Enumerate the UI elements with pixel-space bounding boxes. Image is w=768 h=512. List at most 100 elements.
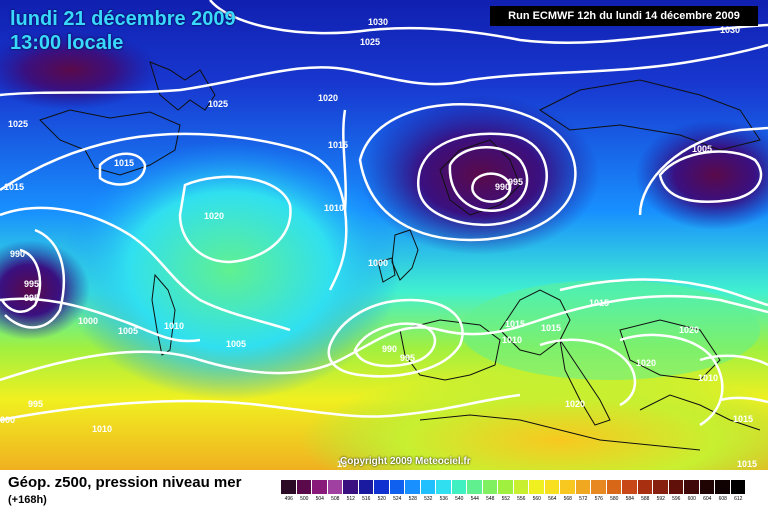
scale-tick-label: 556 (517, 496, 526, 502)
geopotential-high-atlantic (60, 140, 400, 400)
isobar-label: 1015 (541, 323, 561, 333)
scale-swatch (529, 480, 545, 494)
scale-swatch (513, 480, 529, 494)
scale-tick-label: 544 (470, 496, 479, 502)
isobar-label: 1015 (328, 140, 348, 150)
scale-tick-label: 524 (393, 496, 402, 502)
scale-swatch (730, 480, 746, 494)
weather-map: 1030 1030 1025 1025 1025 1020 1020 1020 … (0, 0, 768, 470)
isobar-label: 1015 (4, 182, 24, 192)
scale-swatch (312, 480, 328, 494)
scale-tick-label: 540 (455, 496, 464, 502)
scale-swatch (436, 480, 452, 494)
isobar-label: 995 (400, 353, 415, 363)
isobar-label: 995 (24, 279, 39, 289)
scale-tick-label: 592 (656, 496, 665, 502)
isobar-label: 1025 (360, 37, 380, 47)
scale-swatch (281, 480, 297, 494)
isobar-label: 1015 (733, 414, 753, 424)
isobar-label: 1020 (565, 399, 585, 409)
isobar-label: 1005 (118, 326, 138, 336)
scale-swatch (699, 480, 715, 494)
scale-swatch (374, 480, 390, 494)
scale-swatch (296, 480, 312, 494)
scale-swatch (405, 480, 421, 494)
isobar-label: 1020 (636, 358, 656, 368)
scale-tick-label: 500 (300, 496, 309, 502)
scale-swatch (498, 480, 514, 494)
isobar-label: 1005 (226, 339, 246, 349)
geopotential-low-greenland (0, 30, 160, 110)
scale-swatch (653, 480, 669, 494)
isobar-label: 000 (0, 415, 15, 425)
scale-tick-label: 508 (331, 496, 340, 502)
scale-swatch (575, 480, 591, 494)
scale-tick-label: 504 (315, 496, 324, 502)
isobar-label: 1010 (324, 203, 344, 213)
color-scale (281, 480, 746, 494)
scale-tick-label: 516 (362, 496, 371, 502)
scale-tick-label: 584 (625, 496, 634, 502)
isobar-label: 1015 (114, 158, 134, 168)
scale-swatch (327, 480, 343, 494)
isobar-label: 995 (508, 177, 523, 187)
scale-swatch (451, 480, 467, 494)
geopotential-low-russia (635, 120, 768, 230)
scale-tick-label: 612 (734, 496, 743, 502)
scale-swatch (544, 480, 560, 494)
isobar-label: 990 (382, 344, 397, 354)
scale-tick-label: 604 (703, 496, 712, 502)
isobar-label: 1030 (720, 25, 740, 35)
geopotential-low-west (0, 240, 90, 340)
scale-swatch (606, 480, 622, 494)
scale-tick-label: 600 (687, 496, 696, 502)
scale-tick-label: 536 (439, 496, 448, 502)
isobar-label: 1020 (204, 211, 224, 221)
isobar-label: 1010 (164, 321, 184, 331)
legend-title: Géop. z500, pression niveau mer (8, 474, 242, 491)
scale-swatch (591, 480, 607, 494)
scale-swatch (560, 480, 576, 494)
isobar-label: 1020 (318, 93, 338, 103)
isobar-label: 1015 (589, 298, 609, 308)
scale-tick-label: 564 (548, 496, 557, 502)
isobar-label: 1010 (502, 335, 522, 345)
scale-swatch (389, 480, 405, 494)
scale-swatch (420, 480, 436, 494)
scale-swatch (358, 480, 374, 494)
isobar-label: 1010 (698, 373, 718, 383)
map-date: lundi 21 décembre 2009 (10, 8, 236, 30)
scale-tick-label: 608 (718, 496, 727, 502)
scale-tick-label: 588 (641, 496, 650, 502)
scale-swatch (715, 480, 731, 494)
scale-swatch (482, 480, 498, 494)
isobar-label: 995 (28, 399, 43, 409)
scale-swatch (684, 480, 700, 494)
scale-tick-label: 580 (610, 496, 619, 502)
scale-tick-label: 596 (672, 496, 681, 502)
scale-swatch (637, 480, 653, 494)
scale-tick-label: 548 (486, 496, 495, 502)
isobar-label: 10 (337, 459, 347, 469)
isobars (0, 0, 768, 425)
copyright-text: Copyright 2009 Meteociel.fr (340, 456, 471, 467)
geopotential-mid-europe (460, 280, 760, 380)
scale-tick-label: 528 (408, 496, 417, 502)
isobar-label: 995 (24, 293, 39, 303)
scale-tick-label: 496 (284, 496, 293, 502)
legend-bar: Géop. z500, pression niveau mer (+168h) … (0, 470, 768, 512)
scale-swatch (668, 480, 684, 494)
isobar-label: 1015 (505, 319, 525, 329)
scale-tick-label: 520 (377, 496, 386, 502)
scale-tick-label: 572 (579, 496, 588, 502)
isobar-label: 1010 (92, 424, 112, 434)
map-time: 13:00 locale (10, 32, 124, 54)
scale-tick-label: 576 (594, 496, 603, 502)
isobar-label: 1020 (679, 325, 699, 335)
scale-swatch (622, 480, 638, 494)
scale-swatch (467, 480, 483, 494)
scale-swatch (343, 480, 359, 494)
isobar-label: 1000 (78, 316, 98, 326)
isobar-label: 1025 (8, 119, 28, 129)
isobar-label: 990 (495, 182, 510, 192)
